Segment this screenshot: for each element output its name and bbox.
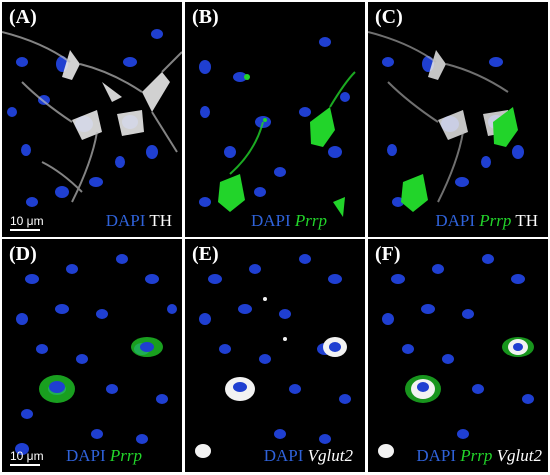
panel-label: (A) bbox=[9, 6, 37, 28]
micrograph-f bbox=[378, 254, 534, 458]
panel-label: (E) bbox=[192, 243, 219, 265]
micrograph-d bbox=[15, 254, 177, 455]
panel-caption: DAPI TH bbox=[106, 211, 172, 231]
caption-vglut2: Vglut2 bbox=[307, 446, 353, 465]
panel-label: (B) bbox=[192, 6, 219, 28]
caption-th: TH bbox=[515, 211, 538, 230]
caption-dapi: DAPI bbox=[435, 211, 475, 230]
panel-caption: DAPI Prrp TH bbox=[435, 211, 538, 231]
panel-label: (D) bbox=[9, 243, 37, 265]
caption-prrp: Prrp bbox=[479, 211, 512, 230]
scale-bar-line bbox=[10, 464, 40, 466]
panel-caption: DAPI Vglut2 bbox=[264, 446, 353, 466]
caption-prrp: Prrp bbox=[109, 446, 142, 465]
panel-d: (D) 10 μm DAPI Prrp bbox=[2, 239, 182, 472]
scale-bar: 10 μm bbox=[10, 450, 44, 466]
micrograph-a bbox=[2, 29, 182, 207]
panel-label: (C) bbox=[375, 6, 403, 28]
caption-dapi: DAPI bbox=[250, 211, 291, 230]
panel-a: (A) 10 μm DAPI TH bbox=[2, 2, 182, 237]
micrograph-c bbox=[368, 31, 524, 212]
caption-dapi: DAPI bbox=[105, 211, 146, 230]
panel-b: (B) DAPI Prrp bbox=[185, 2, 365, 237]
caption-vglut2: Vglut2 bbox=[496, 446, 542, 465]
panel-caption: DAPI Prrp bbox=[251, 211, 327, 231]
caption-dapi: DAPI bbox=[416, 446, 457, 465]
scale-bar: 10 μm bbox=[10, 215, 44, 231]
panel-caption: DAPI Prrp Vglut2 bbox=[416, 446, 542, 466]
panel-f: (F) DAPI Prrp Vglut2 bbox=[368, 239, 548, 472]
caption-dapi: DAPI bbox=[263, 446, 304, 465]
caption-th: TH bbox=[149, 211, 172, 230]
caption-dapi: DAPI bbox=[65, 446, 106, 465]
micrograph-e bbox=[195, 254, 351, 458]
panel-c: (C) DAPI Prrp TH bbox=[368, 2, 548, 237]
scale-bar-label: 10 μm bbox=[10, 214, 44, 228]
scale-bar-label: 10 μm bbox=[10, 449, 44, 463]
panel-e: (E) DAPI Vglut2 bbox=[185, 239, 365, 472]
caption-prrp: Prrp bbox=[294, 211, 327, 230]
scale-bar-line bbox=[10, 229, 40, 231]
panel-label: (F) bbox=[375, 243, 401, 265]
micrograph-b bbox=[199, 37, 356, 217]
panel-caption: DAPI Prrp bbox=[66, 446, 142, 466]
caption-prrp: Prrp bbox=[460, 446, 493, 465]
